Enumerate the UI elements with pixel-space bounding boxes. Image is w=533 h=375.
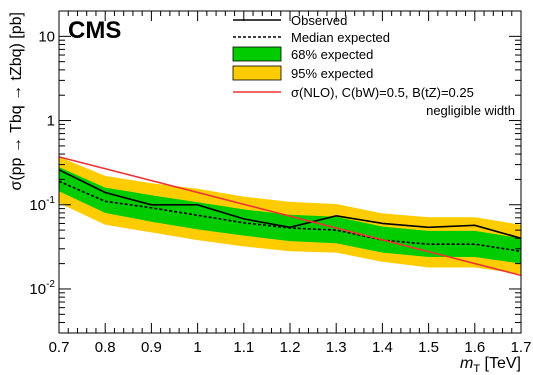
x-tick-label: 1.5 xyxy=(418,339,439,356)
y-tick-label: 1 xyxy=(47,113,55,130)
axis-ticks xyxy=(59,11,521,333)
x-tick-label: 1 xyxy=(193,339,201,356)
x-axis-title-unit: [TeV] xyxy=(480,355,521,372)
x-tick-label: 1.2 xyxy=(280,339,301,356)
plot-frame xyxy=(59,11,521,333)
x-tick-label: 0.8 xyxy=(95,339,116,356)
legend-observed-label: Observed xyxy=(291,13,347,28)
x-tick-label: 1.1 xyxy=(233,339,254,356)
legend-theory-label: σ(NLO), C(bW)=0.5, B(tZ)=0.25 xyxy=(291,85,474,100)
x-axis-title-var: m xyxy=(460,355,473,372)
legend: Observed Median expected 68% expected 95% e… xyxy=(233,13,515,118)
x-tick-label: 1.7 xyxy=(511,339,532,356)
y-tick-label-exp: -1 xyxy=(46,195,55,206)
legend-band95-label: 95% expected xyxy=(291,66,373,81)
legend-band68-symbol xyxy=(233,47,281,61)
legend-theory_note-label: negligible width xyxy=(426,103,515,118)
x-tick-label: 1.3 xyxy=(326,339,347,356)
x-tick-label: 0.7 xyxy=(49,339,70,356)
x-axis-title: mT [TeV] xyxy=(460,355,521,375)
y-tick-label: 10-2 xyxy=(29,279,55,298)
experiment-label: CMS xyxy=(68,17,121,44)
legend-band95-symbol xyxy=(233,66,281,80)
y-tick-label-base: 1 xyxy=(47,113,55,130)
y-tick-label: 10 xyxy=(38,28,55,45)
y-tick-label-exp: -2 xyxy=(46,279,55,290)
legend-band68-label: 68% expected xyxy=(291,47,373,62)
y-tick-label: 10-1 xyxy=(29,195,55,214)
x-tick-label: 1.4 xyxy=(372,339,393,356)
y-tick-label-base: 10 xyxy=(38,28,55,45)
y-tick-label-base: 10 xyxy=(29,281,46,298)
plot-area xyxy=(59,157,521,276)
x-tick-label: 1.6 xyxy=(464,339,485,356)
y-axis-title: σ(pp → Tbq → tZbq) [pb] xyxy=(8,12,25,191)
x-tick-label: 0.9 xyxy=(141,339,162,356)
legend-expected-label: Median expected xyxy=(291,30,390,45)
y-tick-label-base: 10 xyxy=(29,197,46,214)
